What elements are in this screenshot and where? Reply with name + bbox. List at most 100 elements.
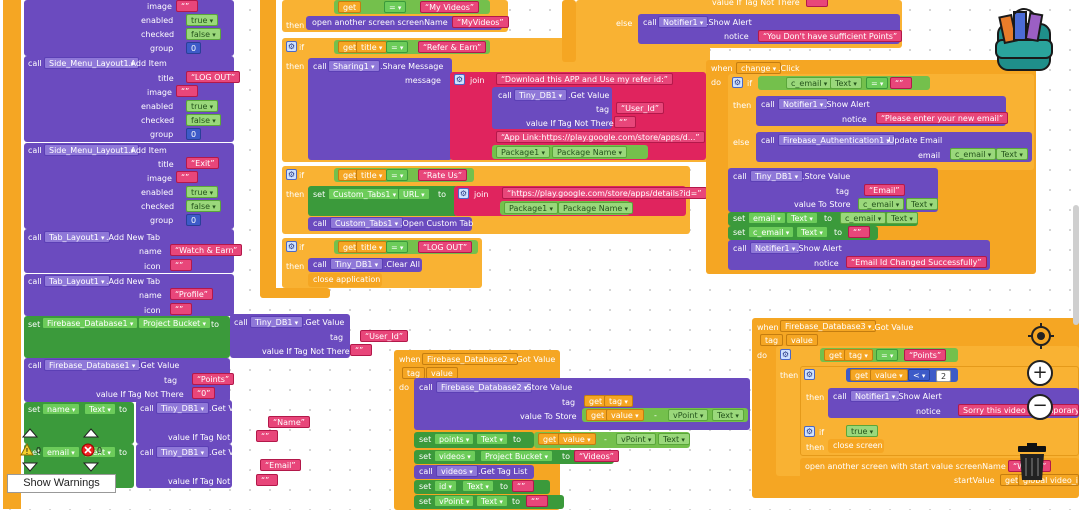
component-tiny-db1[interactable]: Tiny_DB1 xyxy=(156,446,210,458)
value-rate-us[interactable]: Rate Us xyxy=(418,169,467,181)
var-title[interactable]: title xyxy=(356,169,388,181)
var-vpoint[interactable]: vPoint xyxy=(616,433,657,445)
compare-op[interactable]: = xyxy=(876,349,899,361)
compare-op-less[interactable]: < xyxy=(908,369,931,381)
value-tag-name[interactable]: Name xyxy=(268,416,310,428)
value-checked-1[interactable]: false xyxy=(186,28,221,40)
notice-email-changed[interactable]: Email Id Changed Successfully xyxy=(846,256,987,268)
param-tag[interactable]: tag xyxy=(760,334,784,346)
value-default-name[interactable] xyxy=(256,430,278,442)
arg-c-email[interactable]: c_email xyxy=(950,148,997,160)
value-empty[interactable] xyxy=(526,495,548,507)
value-refer-earn[interactable]: Refer & Earn xyxy=(418,41,487,53)
prop-text[interactable]: Text xyxy=(786,212,818,224)
get-value[interactable]: get xyxy=(586,409,610,421)
compare-op[interactable]: = xyxy=(384,1,407,13)
value-group-3[interactable]: 0 xyxy=(186,214,202,226)
value-image-2[interactable] xyxy=(176,85,198,97)
mutator-gear-icon[interactable]: ⚙ xyxy=(286,41,297,52)
value-tag-user-id[interactable]: User_Id xyxy=(360,330,408,342)
screen-my-videos[interactable]: MyVideos xyxy=(452,16,509,28)
value-default-refer[interactable] xyxy=(614,116,636,128)
component-tab-layout-2[interactable]: Tab_Layout1 xyxy=(44,275,110,287)
component-tiny-db1[interactable]: Tiny_DB1 xyxy=(514,89,568,101)
prop-text[interactable]: Text xyxy=(476,495,508,507)
component-tiny-db1[interactable]: Tiny_DB1 xyxy=(156,402,210,414)
event-block-column2[interactable] xyxy=(260,0,276,298)
component-package1[interactable]: Package1 xyxy=(504,202,558,214)
value-title-3[interactable]: Exit xyxy=(186,157,220,169)
target-points[interactable]: points xyxy=(434,433,475,445)
src-text[interactable]: Text xyxy=(886,212,918,224)
target-firebase-database1[interactable]: Firebase_Database1 xyxy=(42,317,139,329)
component-firebase2[interactable]: Firebase_Database2 xyxy=(422,353,519,365)
mutator-gear-icon[interactable]: ⚙ xyxy=(454,74,465,85)
component-notifier1[interactable]: Notifier1 xyxy=(658,16,709,28)
value-image-1[interactable] xyxy=(176,0,198,12)
param-tag[interactable]: tag xyxy=(402,367,426,379)
value-tab-name-2[interactable]: Profile xyxy=(170,288,213,300)
notice-insufficient-points[interactable]: You Don't have sufficient Points xyxy=(758,30,903,42)
value-my-videos[interactable]: My Videos xyxy=(420,1,480,13)
compare-op[interactable]: = xyxy=(386,241,409,253)
target-vpoint[interactable]: vPoint xyxy=(434,495,475,507)
component-notifier1[interactable]: Notifier1 xyxy=(778,98,829,110)
trash-icon[interactable] xyxy=(1012,442,1052,482)
collapse-down-icon[interactable] xyxy=(22,462,38,472)
mutator-gear-icon[interactable]: ⚙ xyxy=(804,369,815,380)
mutator-gear-icon[interactable]: ⚙ xyxy=(286,241,297,252)
prop-text[interactable]: Text xyxy=(796,226,828,238)
mutator-gear-icon[interactable]: ⚙ xyxy=(458,188,469,199)
var-title[interactable]: title xyxy=(356,41,388,53)
close-application[interactable] xyxy=(308,273,382,287)
component-firebase-database1[interactable]: Firebase_Database1 xyxy=(44,359,141,371)
prop-text[interactable]: Text xyxy=(84,403,116,415)
collapse-down-icon[interactable] xyxy=(83,462,99,472)
component-firebase2[interactable]: Firebase_Database2 xyxy=(436,381,533,393)
mutator-gear-icon[interactable]: ⚙ xyxy=(804,426,815,437)
component-notifier1[interactable]: Notifier1 xyxy=(750,242,801,254)
value-empty[interactable] xyxy=(512,480,534,492)
prop-text[interactable]: Text xyxy=(658,433,690,445)
src-c-email[interactable]: c_email xyxy=(840,212,887,224)
store-val-text[interactable]: Text xyxy=(906,198,938,210)
zoom-out-icon[interactable]: − xyxy=(1027,394,1053,420)
value-default-1[interactable] xyxy=(350,344,372,356)
value-default-top[interactable] xyxy=(806,0,828,7)
backpack-icon[interactable] xyxy=(988,4,1060,76)
mutator-gear-icon[interactable]: ⚙ xyxy=(780,349,791,360)
value-tab-icon-1[interactable] xyxy=(170,259,192,271)
value-image-3[interactable] xyxy=(176,171,198,183)
prop-project-bucket[interactable]: Project Bucket xyxy=(138,317,212,329)
collapse-up-icon[interactable] xyxy=(22,428,38,438)
url-play-store[interactable]: https://play.google.com/store/apps/detai… xyxy=(502,187,707,199)
value-enabled-1[interactable]: true xyxy=(186,14,219,26)
prop-text[interactable]: Text xyxy=(830,77,862,89)
value-default-email[interactable] xyxy=(256,474,278,486)
component-tab-layout-1[interactable]: Tab_Layout1 xyxy=(44,231,110,243)
value-checked-2[interactable]: false xyxy=(186,114,221,126)
value-enabled-3[interactable]: true xyxy=(186,186,219,198)
var-value[interactable]: value xyxy=(606,409,644,421)
join-link-text[interactable]: App Link:https://play.google.com/store/a… xyxy=(496,131,705,143)
component-sharing1[interactable]: Sharing1 xyxy=(328,60,380,72)
component-tiny-db1[interactable]: Tiny_DB1 xyxy=(330,258,384,270)
component-side-menu-3[interactable]: Side_Menu_Layout1 xyxy=(44,144,140,156)
target-videos[interactable]: videos xyxy=(434,450,476,462)
component-change[interactable]: change xyxy=(736,62,782,74)
compare-op[interactable]: = xyxy=(866,77,889,89)
value-group-1[interactable]: 0 xyxy=(186,42,202,54)
close-screen[interactable] xyxy=(828,439,884,453)
target-id[interactable]: id xyxy=(434,480,458,492)
prop-package-name[interactable]: Package Name xyxy=(552,146,628,158)
value-group-2[interactable]: 0 xyxy=(186,128,202,140)
mutator-gear-icon[interactable]: ⚙ xyxy=(732,77,743,88)
value-enabled-2[interactable]: true xyxy=(186,100,219,112)
component-notifier1[interactable]: Notifier1 xyxy=(850,390,901,402)
value-default-points[interactable]: 0 xyxy=(192,387,216,399)
component-side-menu-2[interactable]: Side_Menu_Layout1 xyxy=(44,57,140,69)
notice-enter-email[interactable]: Please enter your new email xyxy=(876,112,1009,124)
set-c-email-value[interactable] xyxy=(848,226,870,238)
prop-package-name[interactable]: Package Name xyxy=(558,202,634,214)
var-value[interactable]: value xyxy=(558,433,596,445)
